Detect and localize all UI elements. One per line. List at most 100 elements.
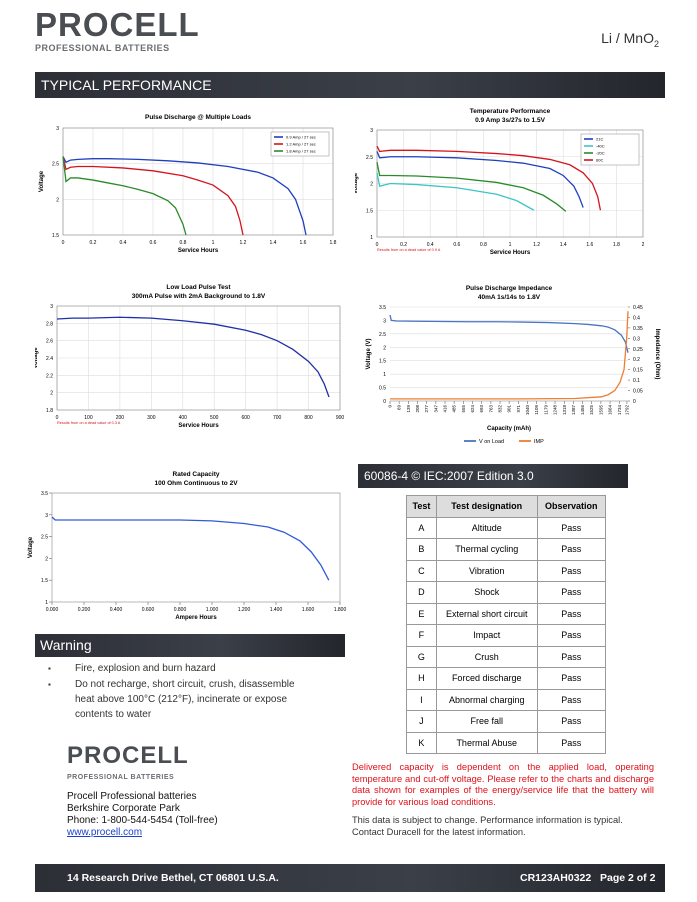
x-tick-label: 1.4: [560, 242, 567, 248]
x-tick-label: 0: [62, 240, 65, 246]
x-axis-label: Service Hours: [178, 423, 219, 429]
line: [62, 156, 244, 236]
row: I Abnormal charging Pass: [406, 688, 607, 711]
line: [390, 311, 629, 400]
chemistry-sub: 2: [653, 38, 659, 49]
tagline: PROFESSIONAL BATTERIES: [35, 43, 170, 53]
chart-title: Pulse Discharge Impedance: [466, 285, 553, 292]
cell: Forced discharge: [435, 667, 538, 690]
plot-frame: [56, 305, 341, 411]
y-tick-label: 0: [383, 399, 386, 405]
info: This data is subject to change. Performa…: [352, 815, 623, 837]
x-tick-label: 1.000: [206, 607, 219, 613]
cell: F: [406, 624, 437, 647]
line: [376, 151, 584, 208]
y-tick-label: 1: [45, 600, 48, 606]
cell: Pass: [536, 710, 607, 733]
doc-code: CR123AH0322: [520, 872, 592, 884]
x-tick-label: 0.8: [180, 240, 187, 246]
cell: Altitude: [435, 516, 538, 539]
y2-tick-label: 0.2: [633, 357, 640, 363]
x-tick-label: 1734: [617, 405, 622, 416]
x-tick-label: 1.800: [334, 607, 347, 613]
cell: J: [406, 710, 437, 733]
row: D Shock Pass: [406, 581, 607, 604]
x-tick-label: 1456: [580, 405, 585, 416]
x-tick-label: 400: [179, 415, 188, 421]
y2-tick-label: 0.35: [633, 326, 643, 332]
legend-label: 1.8 Amp / 27 sec: [286, 149, 316, 154]
row: E External short circuit Pass: [406, 602, 607, 625]
x-tick-label: 1.8: [613, 242, 620, 248]
link[interactable]: www.procell.com: [67, 827, 143, 838]
x-tick-label: 600: [241, 415, 250, 421]
legend-label: 0.9 Amp / 27 sec: [286, 135, 316, 140]
contact-line: Phone: 1-800-544-5454 (Toll-free): [67, 815, 218, 826]
row: H Forced discharge Pass: [406, 667, 607, 690]
chart-title: Low Load Pulse Test: [166, 284, 231, 291]
x-tick-label: 0.6: [453, 242, 460, 248]
plot-frame: [376, 129, 644, 238]
cell: Pass: [536, 645, 607, 668]
x-tick-label: 100: [84, 415, 93, 421]
x-tick-label: 0: [376, 242, 379, 248]
y2-tick-label: 0.3: [633, 336, 640, 342]
line: [376, 161, 567, 212]
y-tick-label: 1.8: [46, 408, 53, 414]
cell: Pass: [536, 538, 607, 561]
y-axis-label: Voltage: [355, 172, 359, 194]
logo: PROCELL: [67, 742, 189, 769]
x-tick-label: 0.4: [427, 242, 434, 248]
x-tick-label: 277: [424, 405, 429, 413]
line: [389, 314, 629, 353]
chart-title: Rated Capacity: [173, 471, 220, 478]
y-tick-label: 2: [370, 182, 373, 188]
x-tick-label: 900: [336, 415, 345, 421]
y-tick-label: 1: [370, 235, 373, 241]
x-axis-label: Ampere Hours: [175, 615, 217, 621]
y-tick-label: 2: [45, 556, 48, 562]
row: A Altitude Pass: [406, 516, 607, 539]
y-tick-label: 2.5: [379, 332, 386, 338]
chart-subtitle: 100 Ohm Continuous to 2V: [154, 480, 238, 487]
line: [62, 156, 307, 236]
cell: Pass: [536, 731, 607, 754]
x-tick-label: 347: [433, 405, 438, 413]
chart-title: Temperature Performance: [470, 108, 551, 115]
row: G Crush Pass: [406, 645, 607, 668]
x-tick-label: 832: [498, 405, 503, 413]
x-tick-label: 1.2: [240, 240, 247, 246]
x-tick-label: 0.000: [46, 607, 59, 613]
plot-frame: [51, 492, 341, 603]
cell: I: [406, 688, 437, 711]
x-tick-label: 1664: [608, 405, 613, 416]
y-tick-label: 1.5: [366, 208, 373, 214]
chart: Pulse Discharge @ Multiple Loads 1.5 2 2.5 3…: [39, 114, 337, 254]
bullet: ▪: [48, 664, 51, 673]
x-tick-label: 901: [507, 405, 512, 413]
footer-bar: 14 Research Drive Bethel, CT 06801 U.S.A…: [35, 864, 665, 892]
row: C Vibration Pass: [406, 559, 607, 582]
table-title: 60086-4 © IEC:2007 Edition 3.0: [358, 464, 628, 488]
cell: Pass: [536, 624, 607, 647]
chart: Rated Capacity 100 Ohm Continuous to 2V 1 1…: [28, 471, 347, 621]
x-tick-label: 0.600: [142, 607, 155, 613]
disclaimer: Delivered capacity is dependent on the a…: [352, 762, 654, 807]
chart: Low Load Pulse Test 300mA Pulse with 2mA …: [35, 284, 345, 429]
x-tick-label: 0.2: [90, 240, 97, 246]
cell: Pass: [536, 516, 607, 539]
y-tick-label: 3: [370, 128, 373, 134]
plot-frame: [62, 127, 334, 236]
x-tick-label: 1387: [571, 405, 576, 416]
x-tick-label: 0.200: [78, 607, 91, 613]
note: Results from on a dead value of 0.3 A: [57, 421, 121, 425]
x-tick-label: 0.800: [174, 607, 187, 613]
warning-title: Warning: [35, 634, 345, 657]
cell: Shock: [435, 581, 538, 604]
legend-label: IMP: [534, 439, 544, 445]
y-tick-label: 2: [56, 197, 59, 203]
x-tick-label: 1.600: [302, 607, 315, 613]
y-tick-label: 1.5: [52, 233, 59, 239]
x-tick-label: 1525: [589, 405, 594, 416]
x-tick-label: 0.2: [400, 242, 407, 248]
